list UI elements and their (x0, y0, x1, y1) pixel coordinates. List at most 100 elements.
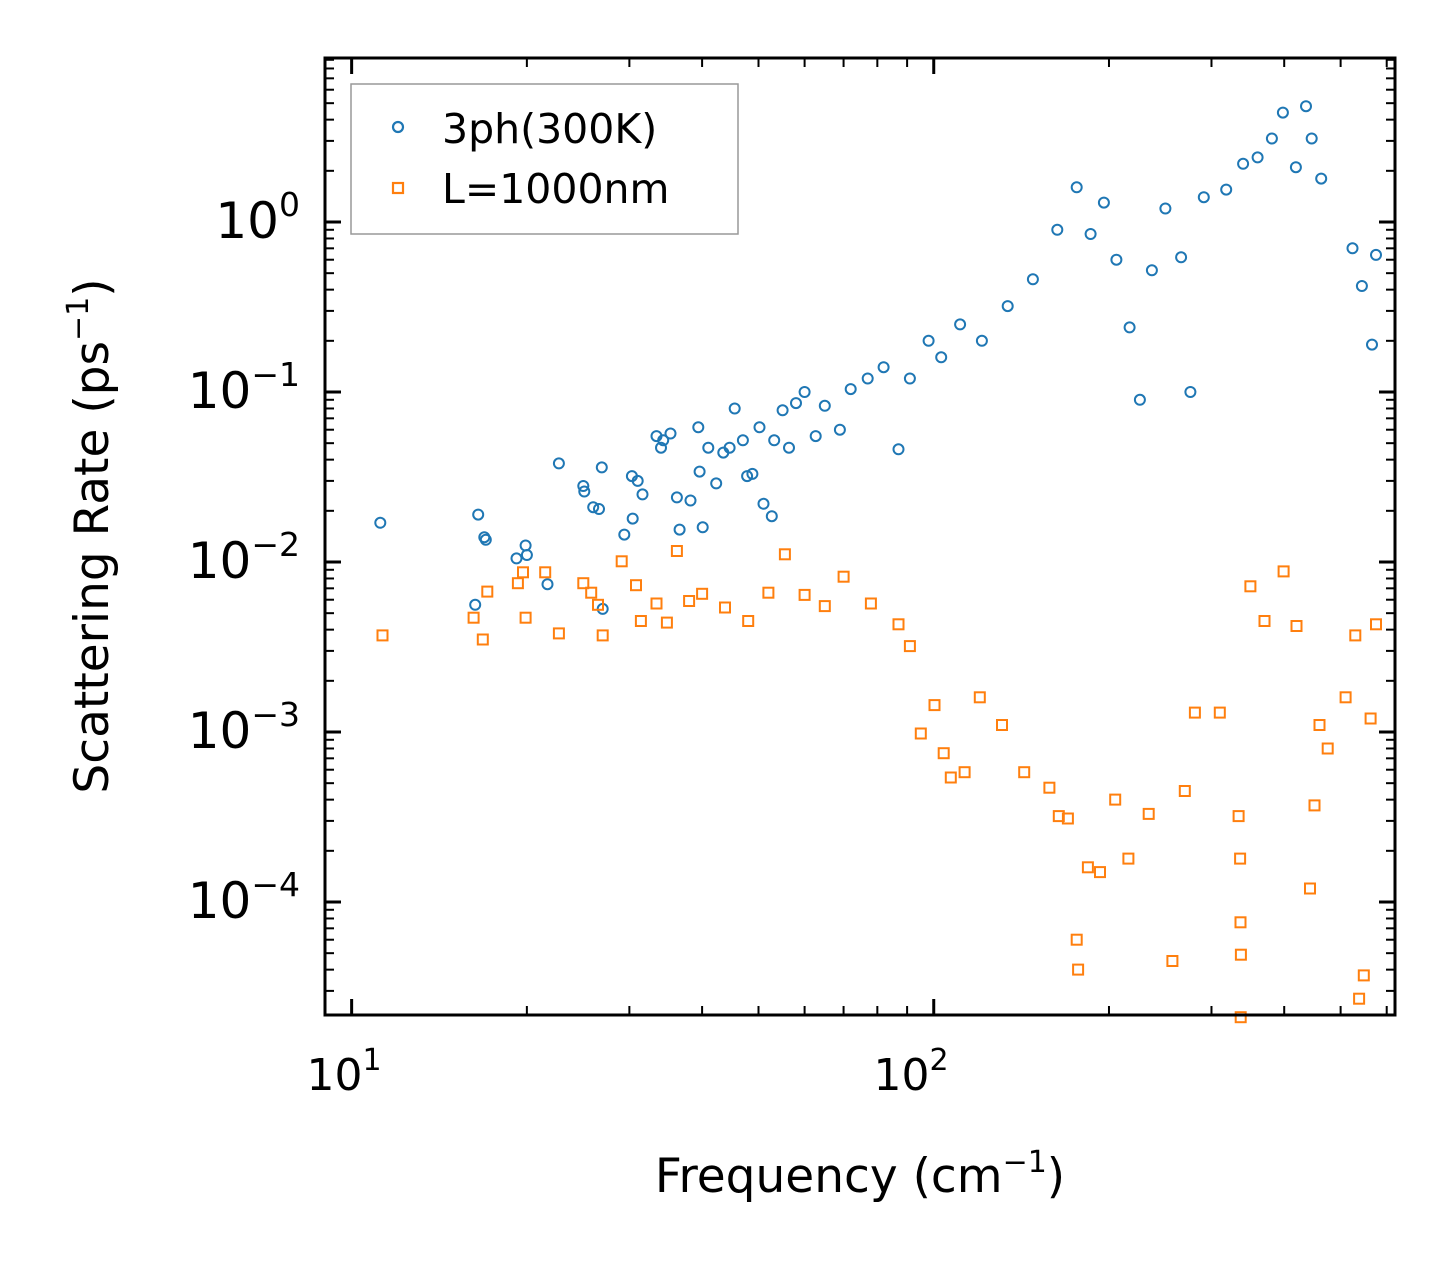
point-l1000-13 (615, 555, 628, 568)
point-3ph-55 (922, 334, 935, 347)
point-l1000-33 (937, 747, 950, 760)
y-tick-exp: −3 (251, 695, 300, 734)
point-l1000-29 (892, 618, 905, 631)
point-l1000-6 (519, 611, 532, 624)
point-3ph-34 (723, 441, 736, 454)
point-3ph-51 (861, 372, 874, 385)
point-3ph-31 (702, 441, 715, 454)
x-axis-label-main: Frequency (cm (655, 1149, 1003, 1204)
point-3ph-7 (520, 549, 533, 561)
point-3ph-47 (809, 430, 822, 443)
point-3ph-66 (1123, 321, 1136, 334)
point-l1000-10 (585, 586, 598, 599)
point-3ph-61 (1051, 223, 1064, 236)
y-axis-label-main: Scattering Rate (ps (65, 341, 120, 794)
point-3ph-35 (728, 402, 741, 415)
point-3ph-12 (587, 501, 600, 514)
point-3ph-73 (1220, 183, 1233, 196)
point-3ph-79 (1300, 100, 1312, 113)
point-3ph-50 (844, 383, 857, 396)
point-l1000-46 (1109, 793, 1122, 806)
point-l1000-35 (958, 766, 971, 779)
point-l1000-23 (762, 586, 775, 599)
y-tick-label-1e-2: 10−2 (188, 525, 300, 590)
point-l1000-61 (1290, 620, 1303, 632)
point-3ph-48 (818, 399, 831, 412)
point-3ph-49 (833, 423, 846, 436)
legend-frame (350, 83, 739, 235)
point-3ph-54 (903, 372, 916, 385)
point-3ph-32 (710, 477, 723, 490)
y-tick-label-1e-3: 10−3 (188, 695, 300, 760)
point-l1000-3 (481, 585, 494, 598)
y-tick-exp: −2 (251, 525, 300, 564)
point-3ph-39 (753, 421, 766, 434)
point-l1000-65 (1321, 742, 1334, 755)
point-3ph-72 (1197, 191, 1210, 204)
y-axis-label: Scattering Rate (ps−1) (61, 278, 120, 793)
points-layer (374, 100, 1382, 1024)
point-l1000-39 (1043, 781, 1056, 794)
point-3ph-24 (664, 427, 677, 440)
point-l1000-32 (928, 699, 941, 712)
point-3ph-57 (954, 318, 967, 331)
point-3ph-2 (472, 508, 485, 521)
point-l1000-16 (650, 597, 663, 610)
y-axis-label-sup: −1 (61, 297, 96, 341)
point-3ph-82 (1346, 242, 1359, 255)
y-tick-base: 10 (188, 532, 252, 590)
plot-frame (323, 56, 1397, 1017)
x-tick-exp: 1 (362, 1043, 381, 1078)
x-axis-label-end: ) (1047, 1149, 1065, 1204)
point-l1000-25 (798, 588, 811, 601)
point-3ph-81 (1315, 172, 1328, 185)
legend-marker-l1000 (391, 181, 405, 195)
point-l1000-43 (1072, 963, 1085, 976)
point-l1000-8 (552, 627, 565, 640)
point-3ph-36 (736, 434, 749, 447)
point-l1000-2 (476, 633, 489, 646)
point-l1000-42 (1070, 933, 1083, 946)
point-3ph-25 (670, 491, 683, 504)
point-3ph-5 (510, 552, 523, 565)
point-l1000-66 (1339, 691, 1352, 704)
y-tick-label-1e-4: 10−4 (188, 865, 300, 930)
point-3ph-43 (776, 404, 789, 417)
point-l1000-60 (1277, 565, 1290, 578)
point-3ph-4 (479, 533, 492, 546)
point-l1000-5 (517, 566, 529, 579)
point-3ph-58 (975, 334, 988, 347)
point-l1000-71 (1370, 618, 1382, 631)
x-axis-label-sup: −1 (1003, 1145, 1047, 1180)
point-l1000-38 (1018, 766, 1031, 779)
point-3ph-28 (692, 421, 705, 434)
point-l1000-44 (1081, 861, 1094, 874)
point-l1000-31 (914, 727, 927, 740)
point-l1000-34 (944, 771, 957, 784)
point-3ph-16 (618, 528, 631, 541)
x-tick-label-10: 101 (306, 1043, 381, 1101)
point-l1000-7 (539, 566, 552, 579)
point-3ph-74 (1237, 157, 1250, 170)
point-3ph-46 (798, 386, 811, 398)
point-l1000-28 (864, 597, 877, 610)
x-tick-base: 10 (873, 1050, 929, 1101)
point-3ph-84 (1366, 338, 1378, 351)
point-3ph-29 (696, 521, 709, 534)
point-l1000-12 (596, 629, 609, 642)
point-l1000-55 (1234, 916, 1247, 929)
point-3ph-70 (1175, 251, 1188, 264)
y-tick-base: 10 (188, 872, 252, 930)
ticks-layer (324, 58, 1395, 1015)
point-l1000-1 (467, 611, 480, 624)
y-tick-label-1e-1: 10−1 (188, 355, 300, 420)
point-l1000-14 (630, 579, 642, 592)
point-3ph-11 (578, 485, 591, 498)
point-3ph-76 (1265, 132, 1278, 145)
y-tick-label-1e0: 100 (215, 185, 300, 250)
point-l1000-69 (1357, 969, 1370, 982)
point-3ph-23 (657, 434, 670, 447)
point-l1000-56 (1234, 948, 1247, 961)
point-3ph-68 (1145, 264, 1158, 277)
point-3ph-27 (684, 494, 697, 507)
